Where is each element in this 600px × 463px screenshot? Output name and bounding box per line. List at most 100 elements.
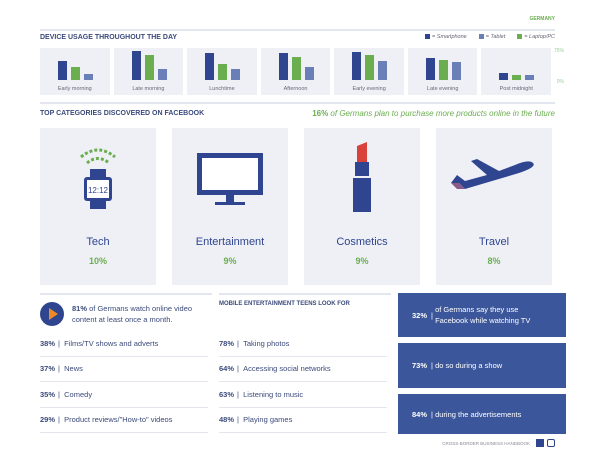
tv-stat-box: 32% | of Germans say they use Facebook wh… [398, 293, 566, 337]
bar-tablet [304, 66, 314, 80]
category-label: Early evening [352, 86, 386, 92]
stat-pct: 78% [219, 338, 235, 348]
list-item: 64% | Accessing social networks [219, 357, 387, 382]
divider [40, 102, 555, 104]
list-item: 29% | Product reviews/"How-to" videos [40, 408, 208, 433]
tv-stat-box: 84% | during the advertisements [398, 394, 566, 434]
category-pct: 8% [487, 256, 501, 266]
divider [219, 293, 391, 295]
device-usage-title: DEVICE USAGE THROUGHOUT THE DAY [40, 34, 178, 41]
facebook-icon[interactable] [536, 439, 544, 447]
bar-laptoppc [438, 59, 448, 80]
monitor-icon [172, 138, 288, 218]
axis-max: 75% [553, 48, 564, 54]
legend-smartphone: = Smartphone [425, 34, 467, 40]
stat-label: Product reviews/"How-to" videos [64, 415, 173, 425]
bar-laptoppc [144, 54, 154, 80]
bar-smartphone [499, 72, 509, 80]
chart-panel: Post midnight [481, 48, 552, 95]
bar-laptoppc [71, 66, 80, 80]
instagram-icon[interactable] [547, 439, 555, 447]
category-label: Late morning [132, 86, 165, 92]
list-item: 37% | News [40, 357, 208, 382]
svg-text:12:12: 12:12 [88, 186, 109, 195]
chart-panel: Late evening [407, 48, 478, 95]
bar-laptoppc [512, 75, 522, 80]
bar-tablet [525, 75, 535, 80]
category-cosmetics: Cosmetics 9% [304, 128, 420, 285]
list-item: 35% | Comedy [40, 382, 208, 408]
chart-legend: = Smartphone = Tablet = Laptop/PC [425, 34, 555, 40]
stat-label: Comedy [64, 389, 93, 399]
category-label: Lunchtime [209, 86, 235, 92]
teens-list: 78% | Taking photos 64% | Accessing social … [219, 331, 387, 433]
lipstick-icon [304, 138, 420, 218]
category-label: Late evening [426, 86, 459, 92]
axis-min: 0% [556, 79, 564, 85]
category-label: Early morning [57, 86, 92, 92]
stat-pct: 37% [40, 364, 56, 374]
bar-tablet [378, 60, 388, 80]
legend-tablet: = Tablet [478, 34, 505, 40]
bar-smartphone [425, 58, 435, 80]
category-label: Afternoon [283, 86, 308, 92]
bar-tablet [451, 61, 461, 80]
chart-panel: Late morning [113, 48, 184, 95]
category-tech: 12:12 Tech 10% [40, 128, 156, 285]
bar-laptoppc [365, 54, 375, 80]
list-item: 78% | Taking photos [219, 331, 387, 357]
bar-laptoppc [291, 57, 301, 80]
stat-label: Playing games [243, 415, 293, 425]
footer-text: CROSS-BORDER BUSINESS HANDBOOK [442, 441, 530, 446]
chart-panel: Lunchtime [187, 48, 257, 95]
bar-smartphone [278, 53, 288, 80]
video-stat: 81% of Germans watch online video conten… [40, 302, 210, 326]
category-label: Post midnight [499, 86, 533, 92]
categories-title: TOP CATEGORIES DISCOVERED ON FACEBOOK [40, 110, 205, 117]
stat-pct: 63% [219, 389, 235, 399]
divider [40, 293, 212, 295]
chart-panel: Afternoon [260, 48, 331, 95]
category-name: Travel [478, 236, 510, 248]
stat-label: Listening to music [243, 389, 304, 399]
bar-smartphone [205, 53, 215, 80]
stat-pct: 64% [219, 364, 235, 374]
smartwatch-icon: 12:12 [40, 138, 156, 218]
category-name: Entertainment [195, 236, 265, 248]
stat-pct: 48% [219, 415, 235, 425]
tv-stat-box: 73% | do so during a show [398, 343, 566, 388]
purchase-stat: 16% of Germans plan to purchase more pro… [312, 109, 555, 118]
list-item: 38% | Films/TV shows and adverts [40, 331, 208, 357]
category-pct: 9% [223, 256, 237, 266]
stat-pct: 35% [40, 389, 56, 399]
stat-pct: 38% [40, 338, 56, 348]
play-icon[interactable] [40, 302, 64, 326]
bar-laptoppc [218, 64, 228, 80]
stat-label: Films/TV shows and adverts [64, 338, 159, 348]
teens-title: MOBILE ENTERTAINMENT TEENS LOOK FOR [219, 301, 350, 307]
legend-laptop: = Laptop/PC [517, 34, 555, 40]
category-cards: 12:12 Tech 10% Entertainment 9% Cosmetic… [40, 128, 552, 285]
chart-panel: Early morning [40, 48, 110, 95]
category-pct: 9% [355, 256, 369, 266]
category-name: Cosmetics [336, 236, 388, 248]
stat-label: Accessing social networks [243, 364, 331, 374]
country-label: GERMANY [529, 16, 555, 22]
list-item: 48% | Playing games [219, 408, 387, 433]
divider [40, 29, 555, 31]
category-travel: Travel 8% [436, 128, 552, 285]
bar-tablet [231, 69, 241, 80]
stat-label: News [64, 364, 83, 374]
device-usage-chart: Early morning Late morning Lunchtime Aftern… [40, 48, 552, 95]
category-pct: 10% [88, 256, 107, 266]
stat-pct: 29% [40, 415, 56, 425]
bar-smartphone [131, 50, 141, 80]
list-item: 63% | Listening to music [219, 382, 387, 408]
category-entertainment: Entertainment 9% [172, 128, 288, 285]
video-list: 38% | Films/TV shows and adverts 37% | News… [40, 331, 208, 433]
bar-tablet [157, 69, 167, 80]
chart-panel: Early evening [334, 48, 404, 95]
bar-smartphone [58, 60, 67, 80]
airplane-icon [436, 138, 552, 218]
bar-smartphone [352, 51, 362, 80]
